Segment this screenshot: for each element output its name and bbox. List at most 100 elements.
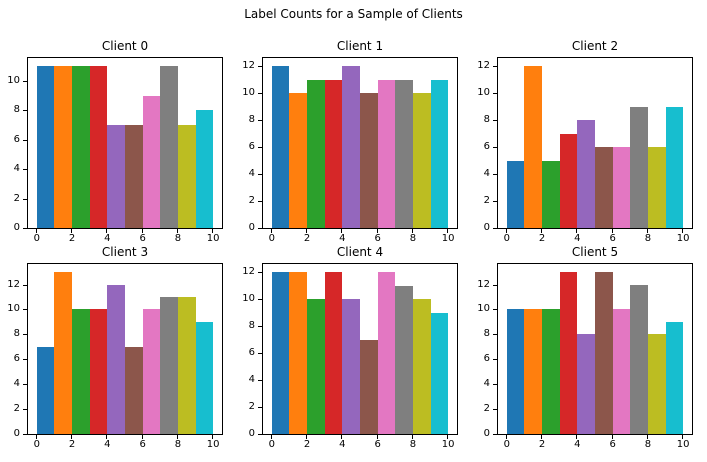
x-tick-mark: [176, 229, 178, 233]
x-tick-mark: [106, 229, 108, 233]
bar-label-0: [36, 346, 55, 434]
bar-label-8: [647, 334, 666, 434]
x-tick-label: 0: [33, 439, 41, 450]
y-tick-label: 10: [7, 74, 20, 86]
x-tick-mark: [541, 435, 543, 439]
y-tick-label: 0: [248, 428, 255, 439]
x-tick-label: 2: [68, 439, 76, 450]
y-tick-label: 6: [248, 141, 255, 153]
y-tick-mark: [493, 384, 497, 386]
bar-label-8: [647, 147, 666, 228]
y-tick-label: 0: [248, 222, 255, 233]
y-tick-label: 2: [13, 192, 20, 204]
y-tick-label: 2: [483, 403, 490, 415]
y-tick-label: 0: [13, 428, 20, 439]
y-tick-mark: [258, 147, 262, 149]
figure-suptitle: Label Counts for a Sample of Clients: [244, 7, 463, 21]
y-tick-mark: [258, 174, 262, 176]
bar-label-3: [324, 272, 343, 434]
y-tick-mark: [23, 434, 27, 435]
x-tick-mark: [646, 435, 648, 439]
y-tick-label: 4: [13, 163, 20, 175]
y-tick-label: 12: [477, 60, 490, 72]
bar-label-8: [412, 93, 431, 228]
y-tick-label: 0: [13, 222, 20, 233]
y-tick-label: 2: [483, 195, 490, 207]
bar-label-6: [612, 147, 631, 228]
x-tick-label: 8: [174, 233, 182, 244]
x-tick-label: 10: [441, 233, 455, 244]
bar-label-4: [107, 284, 125, 434]
y-tick-mark: [23, 284, 27, 286]
x-tick-mark: [141, 229, 143, 233]
y-tick-mark: [258, 407, 262, 409]
bar-label-3: [89, 309, 108, 434]
bar-label-1: [289, 272, 308, 434]
bar-label-6: [377, 272, 396, 434]
bar-label-0: [271, 272, 290, 434]
y-tick-label: 10: [242, 293, 255, 305]
x-tick-mark: [376, 229, 378, 233]
y-tick-mark: [23, 110, 27, 112]
bar-label-7: [160, 66, 178, 228]
x-tick-label: 4: [574, 439, 581, 450]
x-tick-mark: [71, 229, 73, 233]
y-tick-mark: [23, 228, 27, 229]
bar-label-4: [577, 120, 595, 228]
y-tick-mark: [23, 334, 27, 336]
y-tick-label: 8: [483, 114, 490, 126]
x-tick-mark: [576, 229, 578, 233]
bar-label-0: [506, 160, 525, 228]
x-tick-label: 8: [174, 439, 182, 450]
x-tick-mark: [682, 435, 684, 439]
x-tick-label: 0: [268, 439, 276, 450]
y-tick-mark: [493, 201, 497, 203]
x-tick-label: 8: [409, 439, 417, 450]
bar-label-4: [342, 66, 360, 228]
bar-label-9: [430, 312, 449, 434]
bar-label-7: [160, 297, 178, 434]
subplot-client-2: Client 2 0 2 4 6 8 10 12 0 2 4 6 8 10: [477, 39, 693, 244]
subplot-title: Client 4: [336, 245, 384, 259]
x-tick-label: 6: [609, 439, 616, 450]
y-tick-mark: [493, 66, 497, 68]
x-tick-mark: [411, 435, 413, 439]
x-tick-label: 2: [538, 439, 546, 450]
x-tick-label: 0: [503, 233, 511, 244]
y-tick-mark: [258, 201, 262, 203]
x-tick-label: 4: [104, 233, 111, 244]
x-tick-label: 8: [644, 233, 652, 244]
subplot-title: Client 1: [336, 39, 384, 53]
bar-label-5: [360, 93, 378, 228]
x-tick-label: 0: [268, 233, 276, 244]
y-tick-label: 8: [483, 328, 490, 340]
bar-label-2: [72, 66, 90, 228]
x-tick-mark: [212, 435, 214, 439]
bar-label-5: [595, 147, 613, 228]
y-tick-mark: [258, 353, 262, 355]
bar-label-6: [612, 309, 631, 434]
bar-label-0: [36, 66, 55, 228]
x-tick-label: 6: [374, 233, 381, 244]
y-tick-label: 4: [483, 378, 490, 390]
y-tick-mark: [493, 228, 497, 229]
x-tick-label: 10: [206, 233, 220, 244]
bar-label-3: [559, 133, 578, 228]
x-tick-label: 6: [609, 233, 616, 244]
x-tick-label: 2: [303, 233, 311, 244]
x-tick-mark: [212, 229, 214, 233]
bar-label-3: [89, 66, 108, 228]
y-tick-label: 8: [248, 320, 255, 332]
bar-label-8: [177, 124, 196, 228]
subplot-title: Client 3: [101, 245, 149, 259]
bar-label-1: [54, 272, 73, 434]
x-tick-mark: [505, 435, 507, 439]
x-tick-label: 6: [374, 439, 381, 450]
y-tick-mark: [258, 66, 262, 68]
x-tick-label: 10: [676, 233, 690, 244]
bar-label-9: [665, 321, 684, 434]
y-tick-label: 12: [242, 266, 255, 278]
x-tick-mark: [35, 229, 37, 233]
y-tick-mark: [23, 198, 27, 200]
